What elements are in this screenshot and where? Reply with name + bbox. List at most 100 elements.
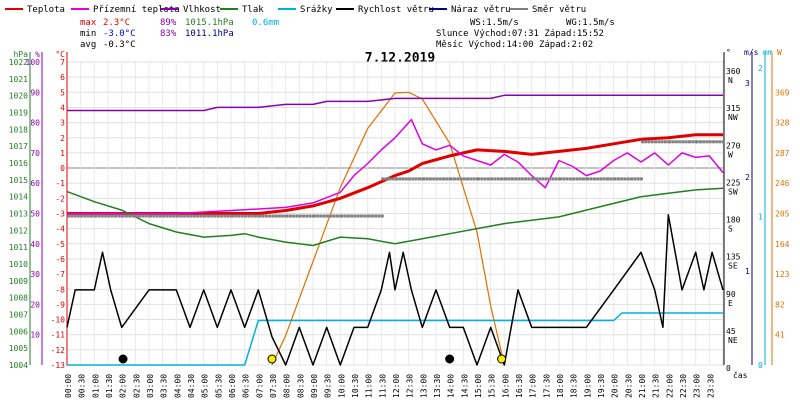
x-tick-label: 11:00 [365, 374, 374, 398]
series-sm-r-v-tru-mark [524, 177, 528, 181]
series-sm-r-v-tru-mark [329, 214, 333, 218]
series-rychlost-v-tru [66, 213, 724, 366]
wm2-tick-label: 287 [775, 149, 790, 158]
legend-label: Vlhkost [183, 5, 221, 15]
series-sm-r-v-tru-mark [226, 214, 230, 218]
series-sm-r-v-tru-mark [168, 214, 172, 218]
series-sm-r-v-tru-mark [401, 177, 405, 181]
hpa-tick-label: 1022 [9, 58, 28, 67]
x-tick-label: 11:30 [378, 374, 387, 398]
x-tick-label: 01:30 [105, 374, 114, 398]
series-sm-r-v-tru-mark [534, 177, 538, 181]
series-sm-r-v-tru-mark [718, 140, 722, 144]
x-tick-label: 06:30 [242, 374, 251, 398]
series-sm-r-v-tru-mark [374, 214, 378, 218]
series-sm-r-v-tru-mark [483, 177, 487, 181]
series-sm-r-v-tru-mark [250, 214, 254, 218]
series-sm-r-v-tru-mark [702, 140, 706, 144]
series-sm-r-v-tru-mark [370, 214, 374, 218]
series-sm-r-v-tru-mark [94, 214, 98, 218]
marker-moon [118, 354, 128, 364]
marker-sunset [497, 354, 507, 364]
series-sm-r-v-tru-mark [581, 177, 585, 181]
series-sm-r-v-tru-mark [586, 177, 590, 181]
hpa-tick-label: 1006 [9, 327, 28, 336]
hpa-tick-label: 1009 [9, 277, 28, 286]
ms-tick-label: 3 [745, 79, 750, 88]
series-sm-r-v-tru-mark [678, 140, 682, 144]
celsius-tick-label: 7 [60, 58, 65, 67]
series-sm-r-v-tru-mark [613, 177, 617, 181]
series-sm-r-v-tru-mark [231, 214, 234, 218]
series-sm-r-v-tru-mark [712, 140, 716, 144]
x-tick-label: 16:30 [515, 374, 524, 398]
series-sm-r-v-tru-mark [313, 214, 316, 218]
series-sm-r-v-tru-mark [199, 214, 203, 218]
series-sm-r-v-tru-mark [258, 214, 262, 218]
series-sm-r-v-tru-mark [281, 214, 285, 218]
series-sm-r-v-tru-mark [395, 177, 398, 181]
stats-max-hum: 89% [160, 18, 177, 28]
legend-label: Směr větru [532, 5, 586, 15]
x-tick-label: 21:00 [638, 374, 647, 398]
series-sm-r-v-tru-mark [237, 214, 241, 218]
celsius-tick-label: -11 [51, 331, 66, 340]
series-sm-r-v-tru-mark [681, 140, 685, 144]
series-sm-r-v-tru-mark [353, 214, 357, 218]
series-sm-r-v-tru-mark [688, 140, 692, 144]
info-wg: WG:1.5m/s [566, 18, 615, 28]
series-sm-r-v-tru-mark [435, 177, 439, 181]
hpa-tick-label: 1011 [9, 243, 28, 252]
degrees-tick-label: 315 [726, 104, 741, 113]
celsius-tick-label: 6 [60, 73, 65, 82]
series-sm-r-v-tru-mark [138, 214, 142, 218]
series-tlak [66, 187, 724, 247]
series-sm-r-v-tru-mark [449, 177, 453, 181]
mm-axis-label: mm [763, 48, 773, 57]
series-sm-r-v-tru-mark [128, 214, 132, 218]
info-moon: Měsíc Východ:14:00 Západ:2:02 [436, 40, 593, 50]
celsius-tick-label: 4 [60, 103, 65, 112]
series-sm-r-v-tru-mark [253, 214, 257, 218]
percent-tick-label: 80 [30, 119, 40, 128]
direction-tick-label: NE [728, 336, 738, 345]
legend-label: Náraz větru [451, 5, 511, 15]
x-tick-label: 07:00 [255, 374, 264, 398]
series-sm-r-v-tru-mark [288, 214, 292, 218]
x-tick-label: 02:30 [132, 374, 141, 398]
series-sm-r-v-tru-mark [86, 214, 90, 218]
celsius-tick-label: -1 [55, 179, 65, 188]
wm2-tick-label: 164 [775, 240, 790, 249]
series-sm-r-v-tru-mark [97, 214, 101, 218]
series-sm-r-v-tru-mark [89, 214, 93, 218]
series-sm-r-v-tru-mark [520, 177, 524, 181]
degrees-tick-label: 225 [726, 178, 741, 187]
series-sm-r-v-tru-mark [335, 214, 339, 218]
x-tick-label: 09:30 [324, 374, 333, 398]
series-sm-r-v-tru-mark [462, 177, 466, 181]
series-sm-r-v-tru-mark [292, 214, 296, 218]
x-tick-label: 08:00 [283, 374, 292, 398]
celsius-tick-label: 3 [60, 119, 65, 128]
wm2-tick-label: 82 [775, 300, 785, 309]
series-sm-r-v-tru-mark [319, 214, 323, 218]
ms-tick-label: 1 [745, 267, 750, 276]
stats-avg-temp: -0.3°C [103, 40, 136, 50]
series-sm-r-v-tru-mark [134, 214, 138, 218]
series-sm-r-v-tru-mark [274, 214, 278, 218]
x-tick-label: 04:30 [187, 374, 196, 398]
series-sm-r-v-tru-mark [110, 214, 114, 218]
series-sm-r-v-tru-mark [83, 214, 87, 218]
series-sm-r-v-tru-mark [340, 214, 344, 218]
x-tick-label: 21:30 [652, 374, 661, 398]
percent-tick-label: 10 [30, 331, 40, 340]
series-sm-r-v-tru-mark [596, 177, 600, 181]
x-tick-label: 10:30 [351, 374, 360, 398]
x-tick-label: 19:30 [597, 374, 606, 398]
legend-label: Tlak [242, 5, 264, 15]
ms-axis-label: m/s [744, 48, 759, 57]
wm2-tick-label: 246 [775, 179, 790, 188]
series-p-zemn-teplota [67, 118, 724, 215]
series-sm-r-v-tru-mark [647, 140, 651, 144]
series-sm-r-v-tru-mark [684, 140, 688, 144]
